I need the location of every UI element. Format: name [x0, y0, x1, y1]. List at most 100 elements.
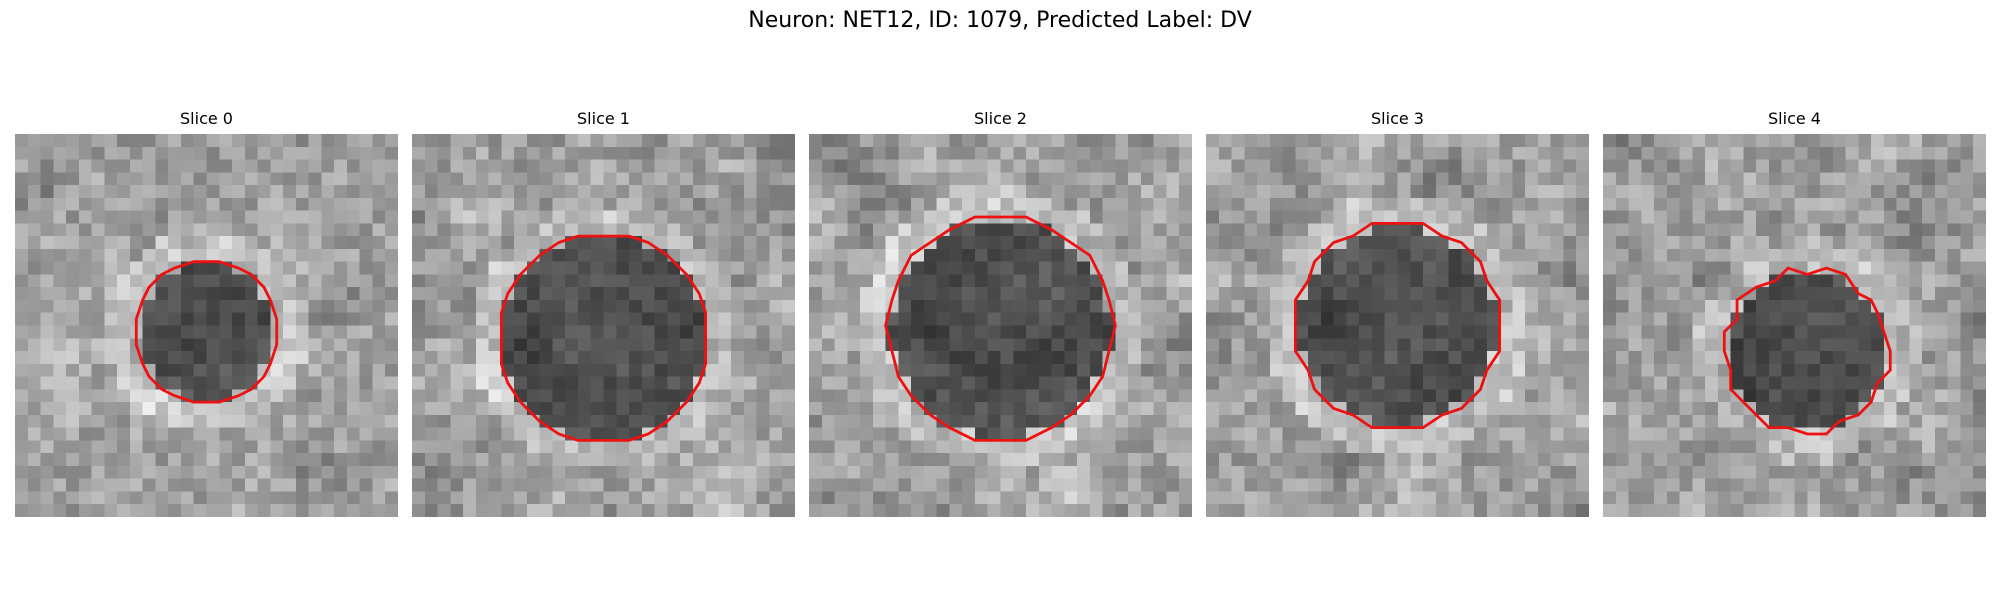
image-pixel [756, 236, 770, 250]
image-pixel [488, 453, 502, 467]
image-pixel [27, 172, 41, 186]
image-pixel [372, 376, 386, 390]
image-pixel [514, 427, 528, 441]
image-pixel [1845, 465, 1859, 479]
image-pixel [270, 478, 284, 492]
image-pixel [78, 504, 92, 517]
image-pixel [155, 453, 169, 467]
image-pixel [1576, 185, 1589, 199]
image-pixel [117, 389, 131, 403]
image-pixel [1257, 248, 1271, 262]
image-pixel [1512, 248, 1526, 262]
image-pixel [1371, 172, 1385, 186]
image-pixel [1486, 338, 1500, 352]
image-pixel [1909, 261, 1923, 275]
image-pixel [1705, 134, 1719, 148]
image-pixel [1102, 402, 1116, 416]
image-pixel [1435, 440, 1449, 454]
image-pixel [385, 197, 398, 211]
image-pixel [1077, 325, 1091, 339]
image-pixel [1973, 465, 1986, 479]
image-pixel [501, 223, 515, 237]
image-pixel [104, 453, 118, 467]
image-pixel [782, 402, 795, 416]
image-pixel [385, 274, 398, 288]
image-pixel [1218, 185, 1232, 199]
image-pixel [718, 159, 732, 173]
image-pixel [1026, 146, 1040, 160]
image-pixel [1384, 299, 1398, 313]
image-pixel [1448, 159, 1462, 173]
image-pixel [1909, 248, 1923, 262]
image-pixel [1525, 236, 1539, 250]
image-pixel [1371, 146, 1385, 160]
image-pixel [1423, 440, 1437, 454]
image-pixel [372, 248, 386, 262]
image-pixel [1730, 414, 1744, 428]
image-pixel [1666, 312, 1680, 326]
image-pixel [1397, 351, 1411, 365]
image-pixel [1512, 261, 1526, 275]
image-pixel [501, 389, 515, 403]
image-pixel [488, 236, 502, 250]
image-pixel [1038, 210, 1052, 224]
image-pixel [359, 223, 373, 237]
image-pixel [987, 185, 1001, 199]
image-pixel [334, 351, 348, 365]
image-pixel [898, 274, 912, 288]
image-pixel [769, 465, 783, 479]
image-pixel [1743, 478, 1757, 492]
image-pixel [1896, 274, 1910, 288]
image-pixel [1320, 134, 1334, 148]
image-pixel [1960, 478, 1974, 492]
image-pixel [539, 274, 553, 288]
image-pixel [1166, 261, 1180, 275]
image-pixel [1026, 325, 1040, 339]
image-pixel [1499, 453, 1513, 467]
image-pixel [743, 146, 757, 160]
image-pixel [1641, 389, 1655, 403]
image-pixel [974, 465, 988, 479]
image-pixel [769, 402, 783, 416]
image-pixel [1807, 287, 1821, 301]
image-pixel [1384, 287, 1398, 301]
image-pixel [117, 402, 131, 416]
image-pixel [372, 172, 386, 186]
image-pixel [27, 402, 41, 416]
image-pixel [987, 172, 1001, 186]
image-pixel [412, 440, 426, 454]
image-pixel [1973, 414, 1986, 428]
image-pixel [1730, 172, 1744, 186]
image-pixel [437, 159, 451, 173]
image-pixel [1692, 363, 1706, 377]
image-pixel [526, 389, 540, 403]
image-pixel [552, 223, 566, 237]
image-pixel [1679, 351, 1693, 365]
image-pixel [743, 210, 757, 224]
image-pixel [1244, 197, 1258, 211]
image-pixel [526, 172, 540, 186]
image-pixel [321, 363, 335, 377]
image-pixel [142, 159, 156, 173]
image-pixel [1883, 197, 1897, 211]
image-pixel [1231, 312, 1245, 326]
image-pixel [142, 146, 156, 160]
image-pixel [552, 146, 566, 160]
image-pixel [1603, 325, 1617, 339]
image-pixel [475, 427, 489, 441]
image-pixel [385, 402, 398, 416]
image-pixel [450, 185, 464, 199]
image-pixel [1654, 248, 1668, 262]
image-pixel [911, 376, 925, 390]
image-pixel [1679, 338, 1693, 352]
image-pixel [1115, 427, 1129, 441]
image-pixel [731, 159, 745, 173]
image-pixel [1397, 299, 1411, 313]
image-pixel [616, 185, 630, 199]
image-pixel [206, 248, 220, 262]
image-pixel [526, 236, 540, 250]
image-pixel [142, 185, 156, 199]
image-pixel [1603, 223, 1617, 237]
image-pixel [1038, 299, 1052, 313]
image-pixel [1206, 185, 1220, 199]
